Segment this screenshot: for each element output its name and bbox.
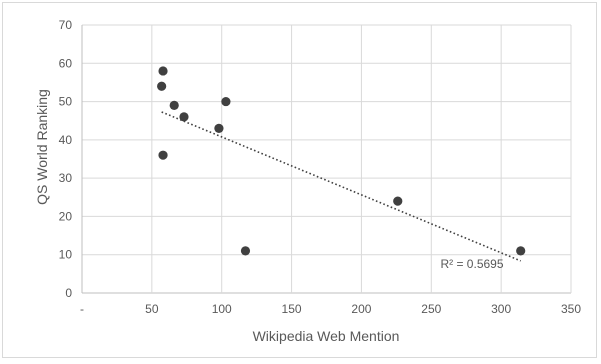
x-tick-label: 200	[351, 302, 371, 316]
grid-lines	[81, 24, 572, 294]
data-point	[158, 66, 168, 76]
x-tick-label: 250	[421, 302, 441, 316]
data-point	[179, 112, 189, 122]
x-tick-label: 300	[491, 302, 511, 316]
x-axis-label: Wikipedia Web Mention	[253, 328, 400, 344]
data-point	[158, 150, 168, 160]
scatter-chart: 0 10 20 30 40 50 60 70 - 50 100 150 200 250 300 350 QS …	[34, 18, 582, 344]
x-tick-label: 100	[212, 302, 232, 316]
data-point	[169, 100, 179, 110]
y-tick-label: 60	[59, 56, 73, 70]
chart-frame: 0 10 20 30 40 50 60 70 - 50 100 150 200 250 300 350 QS …	[2, 2, 597, 358]
data-points	[157, 66, 526, 256]
x-tick-label: 150	[282, 302, 302, 316]
x-tick-label: -	[80, 302, 84, 316]
data-point	[214, 123, 224, 133]
x-tick-label: 350	[561, 302, 581, 316]
y-tick-label: 50	[59, 95, 73, 109]
data-point	[240, 246, 251, 256]
data-point	[516, 246, 526, 256]
y-tick-label: 30	[59, 171, 73, 185]
y-axis-label: QS World Ranking	[34, 89, 50, 205]
data-point	[221, 96, 231, 107]
x-tick-label: 50	[145, 302, 159, 316]
y-tick-label: 20	[59, 209, 73, 223]
y-tick-label: 0	[65, 286, 72, 300]
data-point	[157, 81, 167, 91]
r-squared-label: R² = 0.5695	[440, 257, 503, 271]
trendline-layer	[161, 111, 522, 262]
y-tick-label: 40	[59, 133, 73, 147]
trendline	[161, 111, 522, 262]
data-point	[393, 196, 403, 206]
y-tick-label: 10	[59, 248, 73, 262]
y-tick-label: 70	[59, 18, 73, 32]
axes: 0 10 20 30 40 50 60 70 - 50 100 150 200 250 300 350	[59, 18, 582, 316]
